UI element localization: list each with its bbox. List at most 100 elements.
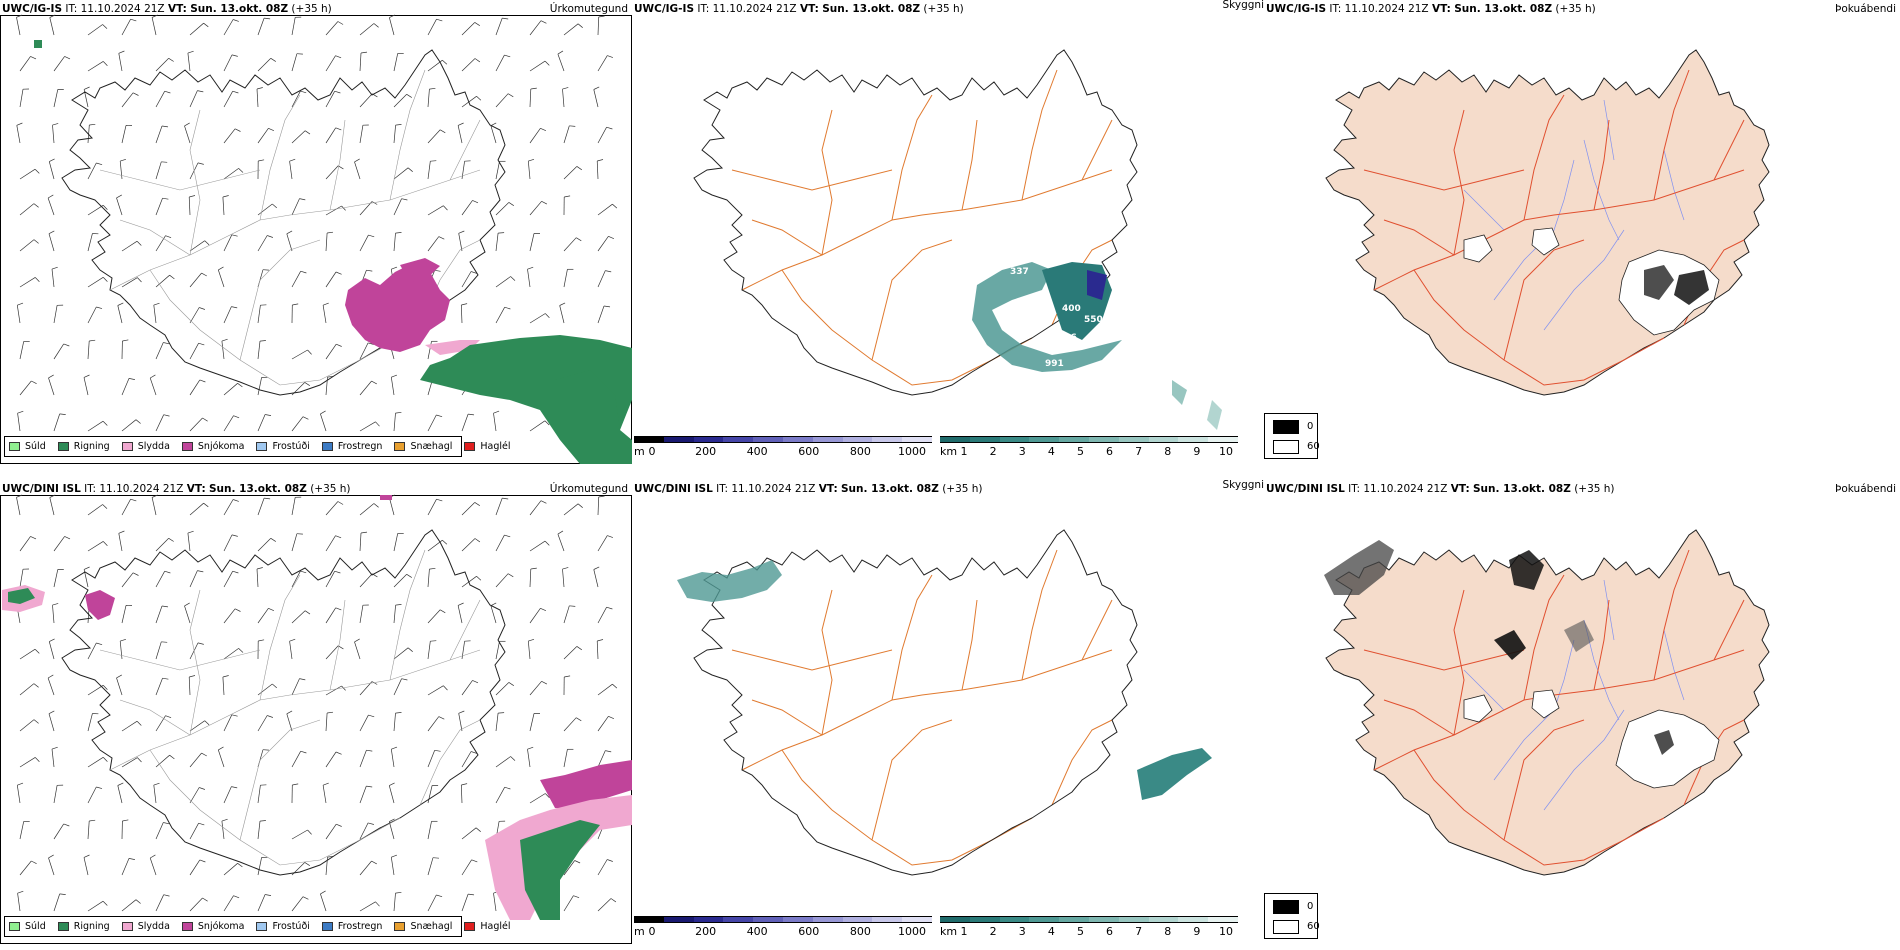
wind-barb-feather	[102, 757, 108, 762]
wind-barb	[495, 307, 506, 324]
wind-barb	[189, 859, 201, 876]
wind-barb-feather	[545, 313, 550, 319]
wind-barb	[53, 413, 61, 432]
wind-barb-feather	[83, 854, 90, 858]
wind-barb	[461, 641, 465, 660]
wind-barb-feather	[264, 497, 271, 500]
wind-barb	[563, 717, 577, 732]
vt-label: VT:	[1450, 483, 1470, 495]
colorbar-swatch	[753, 916, 784, 923]
wind-barb-feather	[218, 746, 224, 751]
wind-barb	[427, 19, 437, 36]
wind-barb	[155, 678, 163, 696]
wind-barb-feather	[17, 890, 24, 894]
legend-label: Snjókoma	[197, 441, 245, 452]
wind-barb-feather	[360, 531, 368, 534]
wind-barb-feather	[334, 570, 341, 574]
wind-barb-feather	[366, 269, 373, 272]
colorbar-tick: 8	[1164, 925, 1172, 938]
wind-barb	[563, 166, 578, 180]
wind-barb-feather	[327, 711, 334, 714]
wind-barb	[121, 899, 137, 912]
wind-barb	[325, 271, 337, 288]
wind-barb	[19, 569, 24, 588]
wind-barb-feather	[256, 87, 263, 90]
wind-barb-feather	[304, 382, 310, 386]
wind-barb	[495, 54, 505, 72]
wind-barb	[458, 713, 463, 732]
fog-patch-4	[1564, 620, 1594, 652]
wind-barb-feather	[201, 752, 207, 757]
wind-barb	[116, 677, 123, 696]
wind-barb	[390, 749, 395, 768]
wind-barb	[359, 681, 373, 696]
wind-barb-feather	[231, 714, 238, 717]
wind-barb-feather	[161, 605, 169, 608]
wind-barb	[495, 682, 510, 696]
precip-legend: Súld Rigning Slydda Snjókoma Frostúði Frostre…	[4, 916, 511, 937]
row1-model-3: UWC/IG-IS	[1266, 3, 1327, 15]
wind-barb-feather	[557, 50, 564, 55]
wind-barb	[359, 750, 367, 768]
wind-barb-feather	[31, 380, 37, 385]
wind-barb-feather	[49, 14, 56, 18]
wind-barb-feather	[292, 783, 299, 786]
wind-barb	[117, 785, 123, 804]
wind-barb-feather	[576, 237, 582, 242]
river-network	[1463, 99, 1685, 331]
wind-barb	[257, 894, 266, 912]
wind-barb-feather	[334, 90, 341, 94]
colorbar-tick: 1000	[898, 925, 926, 938]
glacier-hofsjokull	[1531, 227, 1560, 256]
wind-barb-feather	[474, 538, 481, 543]
wind-barb-feather	[541, 680, 548, 685]
it-label: IT:	[1329, 3, 1342, 15]
wind-barb-feather	[203, 502, 209, 508]
wind-barb	[461, 413, 469, 432]
colorbar-swatch	[693, 436, 724, 443]
wind-barb	[217, 269, 225, 288]
wind-barb-feather	[165, 715, 172, 719]
wind-barb	[427, 857, 434, 876]
iceland-outline	[61, 529, 506, 876]
wind-barb	[529, 128, 541, 144]
wind-barb-feather	[504, 786, 511, 790]
wind-barb-feather	[391, 374, 398, 378]
wind-barb-feather	[33, 719, 39, 724]
wind-barb-feather	[268, 607, 275, 612]
wind-barb	[320, 413, 327, 432]
colorbar-swatch	[1148, 916, 1179, 923]
wind-barb	[325, 165, 339, 180]
colorbar-swatch	[940, 916, 971, 923]
wind-barb	[322, 305, 327, 324]
wind-barb-feather	[231, 54, 238, 57]
wind-barb	[87, 340, 90, 360]
colorbar-swatch	[634, 916, 665, 923]
wind-barb-feather	[458, 710, 465, 714]
wind-barb	[16, 125, 21, 144]
wind-barb-feather	[234, 608, 241, 612]
wind-barb-feather	[128, 858, 135, 860]
wind-barb-feather	[17, 302, 24, 306]
colorbar-tick: 0	[648, 925, 656, 938]
wind-barb-feather	[490, 602, 497, 607]
wind-barb-feather	[231, 234, 238, 237]
wind-barb	[48, 857, 55, 876]
colorbar-swatch	[999, 436, 1030, 443]
wind-barb-feather	[164, 570, 171, 574]
wind-barb	[597, 236, 609, 252]
wind-barb	[87, 277, 104, 288]
legend-item: Súld	[9, 921, 46, 932]
wind-barb	[529, 568, 532, 588]
wind-barb	[87, 820, 90, 840]
row1-fog-title: Þokuábendi	[1835, 3, 1896, 15]
colorbar-swatch	[842, 436, 873, 443]
wind-barb-feather	[438, 236, 445, 240]
wind-barb	[359, 503, 375, 516]
wind-barb	[527, 161, 531, 180]
wind-barb	[457, 125, 463, 144]
wind-barb-feather	[34, 168, 40, 174]
wind-barb-feather	[544, 420, 550, 426]
wind-barb	[597, 859, 608, 876]
colorbar-swatch	[723, 916, 754, 923]
